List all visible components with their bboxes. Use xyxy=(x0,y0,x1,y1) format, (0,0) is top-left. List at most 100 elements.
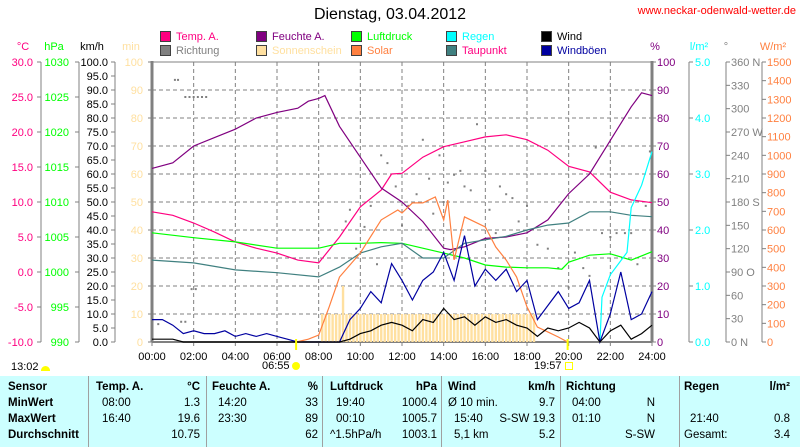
table-cell: 62 xyxy=(305,429,318,441)
table-cell: 16:40 xyxy=(102,413,131,425)
direction-point xyxy=(432,212,435,215)
y-tick-label-hum: 80 xyxy=(657,113,669,125)
legend-label: Temp. A. xyxy=(176,30,219,43)
y-tick-label-wind: 65.0 xyxy=(87,155,108,167)
y-tick-label-hum: 90 xyxy=(657,85,669,97)
table-divider xyxy=(560,376,561,447)
direction-point xyxy=(192,96,195,98)
table-cell: 1.3 xyxy=(184,397,200,409)
y-tick-label-rain: 1.0 xyxy=(695,281,710,293)
y-tick-label-dir: 270 W xyxy=(731,127,763,139)
direction-point xyxy=(546,247,549,250)
sunshine-bar xyxy=(411,314,414,342)
direction-point xyxy=(511,197,514,200)
y-tick-label-sun: 10 xyxy=(131,309,143,321)
y-tick-label-solar: 1200 xyxy=(767,113,791,125)
legend-item-press: Luftdruck xyxy=(351,30,412,43)
direction-point xyxy=(476,123,478,126)
y-tick-label-sun: 90 xyxy=(131,85,143,97)
sunrise-info: 06:55 xyxy=(262,360,300,372)
legend-label: Regen xyxy=(462,30,495,43)
statistics-table: Sensor Temp. A. °C Feuchte A.% Luftdruck hPa W… xyxy=(0,376,800,447)
direction-point xyxy=(453,173,456,176)
table-divider xyxy=(441,376,442,447)
y-tick-label-hum: 50 xyxy=(657,197,669,209)
table-cell: 23:30 xyxy=(218,413,247,425)
table-cell: N xyxy=(646,397,655,409)
direction-point xyxy=(526,204,528,207)
series-line-rain xyxy=(599,151,653,343)
y-tick-label-wind: 10.0 xyxy=(87,309,108,321)
y-tick-label-wind: 5.0 xyxy=(93,323,108,335)
direction-point xyxy=(196,96,199,98)
direction-point xyxy=(386,162,389,165)
y-tick-label-solar: 1400 xyxy=(767,76,791,88)
y-tick-label-press: 1005 xyxy=(45,232,69,244)
y-tick-label-solar: 1000 xyxy=(767,150,791,162)
y-tick-label-dir: 240 xyxy=(731,150,749,162)
sunshine-bar xyxy=(439,314,442,342)
y-tick-label-temp: 0.0 xyxy=(18,267,33,279)
sunshine-bar xyxy=(491,314,494,342)
sunshine-bar xyxy=(383,314,386,342)
y-axis-unit-rain: l/m² xyxy=(690,41,709,53)
sunshine-bar xyxy=(362,314,366,342)
y-tick-label-temp: 25.0 xyxy=(12,92,33,104)
sunshine-bar xyxy=(522,314,525,342)
y-tick-label-dir: 180 S xyxy=(731,197,760,209)
direction-point xyxy=(348,208,351,211)
legend-label: Solar xyxy=(367,44,393,57)
y-axis-unit-hum: % xyxy=(650,41,660,53)
legend-item-hum: Feuchte A. xyxy=(256,30,325,43)
y-tick-label-press: 1030 xyxy=(45,57,69,69)
sunset-time: 19:57 xyxy=(534,360,562,372)
sunrise-icon xyxy=(291,362,300,370)
table-cell: 1005.7 xyxy=(401,413,437,425)
sunshine-bar xyxy=(418,314,421,342)
chart-title: Dienstag, 03.04.2012 xyxy=(313,6,467,23)
sunshine-bar xyxy=(404,314,407,342)
y-tick-label-sun: 100 xyxy=(125,57,143,69)
legend-swatch xyxy=(541,31,552,42)
sunshine-bar xyxy=(484,314,487,342)
y-tick-label-wind: 60.0 xyxy=(87,169,108,181)
y-tick-label-sun: 20 xyxy=(131,281,143,293)
y-tick-label-press: 1025 xyxy=(45,92,69,104)
table-cell: Wind xyxy=(448,381,476,393)
sunshine-bar xyxy=(341,286,345,342)
y-tick-label-hum: 0 xyxy=(657,337,663,349)
x-tick-label: 12:00 xyxy=(388,351,416,363)
direction-point xyxy=(201,96,203,98)
x-tick-label: 14:00 xyxy=(430,351,458,363)
legend-label: Richtung xyxy=(176,44,220,57)
direction-point xyxy=(567,286,570,289)
direction-point xyxy=(194,288,197,291)
table-cell: 33 xyxy=(305,397,318,409)
direction-point xyxy=(517,220,520,223)
website-link[interactable]: www.neckar-odenwald-wetter.de xyxy=(637,5,796,17)
sunshine-bar xyxy=(515,314,518,342)
y-tick-label-press: 990 xyxy=(51,337,69,349)
sunshine-bar xyxy=(324,314,327,342)
direction-point xyxy=(630,232,633,235)
sunshine-bar xyxy=(407,314,411,342)
direction-point xyxy=(505,193,508,196)
y-tick-label-wind: 15.0 xyxy=(87,295,108,307)
table-cell: 89 xyxy=(305,413,318,425)
table-cell: 01:10 xyxy=(572,413,601,425)
legend-item-wind: Wind xyxy=(541,30,582,43)
series-line-solar xyxy=(296,196,568,343)
table-cell: Temp. A. xyxy=(96,381,144,393)
sunshine-bar xyxy=(400,314,404,342)
y-axis-unit-sun: min xyxy=(122,41,140,53)
direction-point xyxy=(446,181,449,184)
x-tick-label: 22:00 xyxy=(597,351,625,363)
sunshine-bar xyxy=(352,314,355,342)
y-tick-label-wind: 30.0 xyxy=(87,253,108,265)
sunshine-bar xyxy=(508,314,511,342)
table-divider xyxy=(322,376,323,447)
direction-point xyxy=(644,204,647,207)
direction-point xyxy=(536,243,539,246)
y-tick-label-press: 1010 xyxy=(45,197,69,209)
y-tick-label-solar: 1500 xyxy=(767,57,791,69)
